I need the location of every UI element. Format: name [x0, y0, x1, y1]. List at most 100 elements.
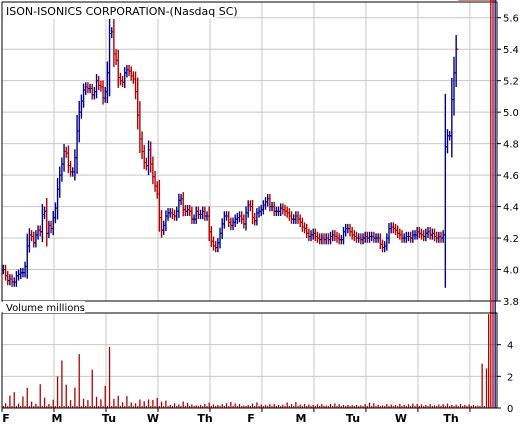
price-bar — [393, 223, 398, 235]
price-bar — [213, 241, 218, 253]
price-tick-label: 4.6 — [503, 171, 519, 182]
price-bar — [235, 212, 240, 224]
price-bar — [107, 9, 112, 97]
price-bar — [79, 94, 84, 119]
volume-tick-label: 2 — [507, 372, 513, 383]
x-tick-label: F — [2, 412, 10, 425]
price-bar — [33, 230, 38, 248]
price-bar — [51, 210, 56, 236]
price-bar — [330, 230, 335, 242]
price-bar — [387, 222, 392, 244]
price-bar — [456, 0, 461, 50]
price-bar — [439, 231, 444, 243]
price-bar — [207, 206, 212, 242]
price-bar — [335, 231, 340, 243]
price-bar — [131, 71, 136, 84]
price-bar — [174, 206, 179, 221]
price-bar — [55, 177, 60, 220]
price-bar — [400, 230, 405, 243]
price-tick-label: 4.0 — [503, 266, 519, 277]
price-bar — [3, 264, 8, 281]
price-bar — [36, 225, 41, 240]
price-bar — [319, 233, 324, 245]
price-bar — [85, 82, 90, 94]
price-bar — [7, 274, 12, 286]
price-bar — [423, 228, 428, 242]
price-bar — [101, 80, 106, 105]
price-bar — [382, 241, 387, 253]
price-bar — [348, 223, 353, 237]
price-bar — [449, 77, 454, 158]
price-tick-label: 5.2 — [503, 77, 519, 88]
price-bar — [239, 211, 244, 224]
price-bar — [103, 86, 108, 103]
x-tick-label: M — [296, 412, 307, 425]
price-bar — [272, 201, 277, 217]
chart-title: ISON-ISONICS CORPORATION-(Nasdaq SC) — [6, 5, 238, 18]
x-axis: F M Tu W Th F M Tu W Th — [1, 407, 497, 425]
price-bar — [202, 206, 207, 221]
price-bar — [92, 86, 97, 100]
price-bar — [114, 49, 119, 65]
price-bar — [285, 206, 290, 218]
price-bar — [59, 157, 64, 182]
price-bar — [222, 211, 227, 229]
price-bar — [194, 206, 199, 224]
x-tick-label: M — [52, 412, 63, 425]
price-bar — [133, 71, 138, 100]
price-bar — [267, 193, 272, 212]
price-bar — [408, 231, 413, 243]
price-bar — [250, 199, 255, 225]
volume-tick-label: 0 — [507, 404, 513, 415]
price-bar — [445, 129, 450, 154]
price-bar — [302, 222, 307, 234]
price-bar — [233, 214, 238, 228]
price-bar — [176, 193, 181, 218]
price-bar — [72, 149, 77, 181]
price-bar — [371, 231, 376, 243]
price-bar — [62, 143, 67, 172]
price-bar — [31, 231, 36, 248]
price-bar — [395, 225, 400, 239]
price-bar — [144, 157, 149, 171]
price-bar — [341, 227, 346, 245]
price-bar — [421, 230, 426, 242]
price-bar — [367, 231, 372, 243]
price-bar — [254, 208, 259, 226]
price-bar — [64, 146, 69, 158]
price-bar — [304, 223, 309, 239]
price-bar — [129, 66, 134, 81]
volume-panel-frame — [1, 312, 498, 409]
price-bar — [361, 233, 366, 245]
price-bar — [81, 83, 86, 108]
price-bar — [211, 236, 216, 251]
price-bar — [153, 171, 158, 192]
price-bar — [68, 160, 73, 177]
price-tick-label: 4.2 — [503, 234, 519, 245]
price-bar — [29, 230, 34, 242]
price-bar — [410, 230, 415, 243]
price-bar — [454, 35, 459, 87]
price-bar — [83, 82, 88, 95]
price-bar — [118, 72, 123, 86]
price-bar — [244, 206, 249, 231]
price-bar — [25, 233, 30, 279]
price-tick-label: 4.8 — [503, 140, 519, 151]
price-bar — [57, 166, 62, 198]
price-bar — [127, 64, 132, 76]
price-tick-label: 5.4 — [503, 45, 519, 56]
price-bar — [289, 211, 294, 224]
price-bar — [226, 211, 231, 228]
price-bar — [215, 238, 220, 253]
x-tick-label: W — [147, 412, 159, 425]
price-bar — [391, 222, 396, 234]
price-bar — [220, 218, 225, 239]
price-bar — [287, 208, 292, 221]
price-bar — [337, 233, 342, 245]
price-tick-label: 4.4 — [503, 203, 519, 214]
price-bar — [16, 269, 21, 281]
volume-panel: Volume millions 4 2 0 — [1, 0, 513, 415]
price-bar — [293, 211, 298, 224]
price-bar — [96, 75, 101, 91]
